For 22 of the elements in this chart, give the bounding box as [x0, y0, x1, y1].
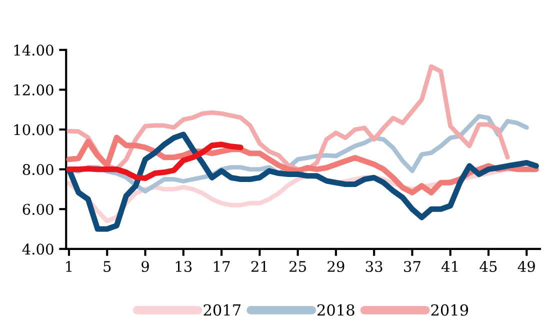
- x-tick-label: 41: [442, 260, 458, 272]
- x-tick-label: 21: [251, 260, 267, 272]
- x-tick-label: 17: [214, 260, 230, 272]
- x-tick-label: 9: [142, 260, 149, 272]
- x-tick-label: 45: [480, 260, 497, 272]
- x-tick-label: 37: [404, 260, 420, 272]
- x-tick-label: 29: [328, 260, 344, 272]
- legend-label: 2017: [204, 304, 240, 316]
- y-tick-label: 6.00: [22, 204, 54, 215]
- y-tick-label: 14.00: [14, 44, 54, 56]
- x-tick-label: 49: [518, 260, 535, 272]
- legend-label: 2018: [317, 304, 354, 316]
- x-tick-label: 1: [66, 260, 72, 272]
- y-tick-label: 8.00: [22, 164, 54, 176]
- x-tick-label: 13: [176, 260, 192, 272]
- x-tick-label: 33: [366, 260, 382, 272]
- y-tick-label: 10.00: [14, 124, 54, 136]
- y-tick-label: 12.00: [14, 84, 54, 96]
- x-tick-label: 5: [104, 261, 111, 272]
- legend-label: 2019: [431, 304, 468, 316]
- y-tick-label: 4.00: [22, 244, 54, 255]
- x-tick-label: 25: [290, 260, 306, 272]
